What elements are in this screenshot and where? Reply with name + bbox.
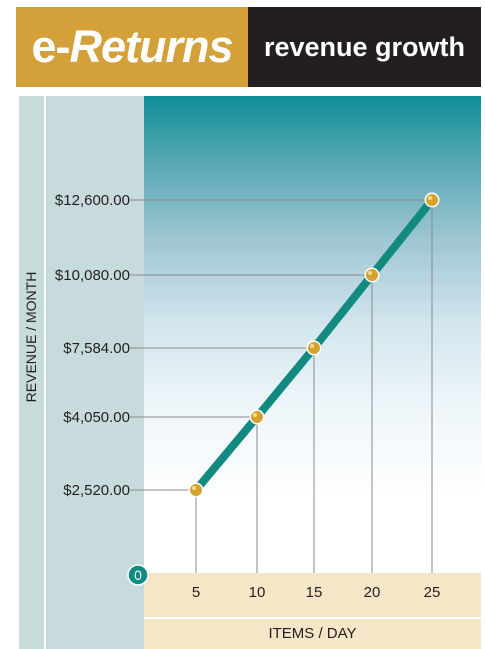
x-tick-label: 25 bbox=[424, 584, 441, 601]
data-point-dot bbox=[366, 269, 378, 281]
data-point-highlight bbox=[192, 486, 196, 490]
data-point bbox=[364, 267, 380, 283]
brand-prefix: e- bbox=[31, 21, 70, 72]
panel-edge bbox=[16, 96, 19, 649]
origin-marker: 0 bbox=[127, 564, 149, 586]
y-tick-label: $12,600.00 bbox=[55, 192, 130, 209]
brand-name: Returns bbox=[69, 21, 233, 72]
data-point-dot bbox=[190, 484, 202, 496]
data-point-highlight bbox=[253, 413, 257, 417]
data-point-dot bbox=[251, 411, 263, 423]
data-point-highlight bbox=[310, 344, 314, 348]
x-tick-label: 15 bbox=[306, 584, 323, 601]
y-tick-label: $2,520.00 bbox=[63, 482, 130, 499]
x-title-strip bbox=[144, 619, 481, 649]
data-point-highlight bbox=[428, 196, 432, 200]
title-gap bbox=[16, 87, 481, 96]
x-tick-label: 5 bbox=[192, 584, 200, 601]
y-tick-label: $10,080.00 bbox=[55, 267, 130, 284]
x-tick-label: 10 bbox=[249, 584, 266, 601]
data-point bbox=[306, 340, 322, 356]
data-point-highlight bbox=[368, 271, 372, 275]
data-point bbox=[249, 409, 265, 425]
origin-circle bbox=[127, 564, 149, 586]
y-axis-panel bbox=[16, 96, 144, 649]
origin-label: 0 bbox=[134, 567, 142, 583]
data-point bbox=[424, 192, 440, 208]
y-tick-label: $4,050.00 bbox=[63, 409, 130, 426]
x-axis-title: ITEMS / DAY bbox=[268, 625, 357, 642]
brand-title: e- Returns bbox=[16, 7, 248, 87]
data-markers bbox=[188, 192, 440, 498]
chart-frame: e- Returns revenue growth REVENUE / MONTH… bbox=[16, 7, 481, 649]
data-point-dot bbox=[426, 194, 438, 206]
y-tick-label: $7,584.00 bbox=[63, 340, 130, 357]
grid-lines bbox=[130, 199, 433, 573]
data-point bbox=[188, 482, 204, 498]
panel-divider bbox=[44, 96, 46, 649]
tick-labels: $2,520.00 $4,050.00 $7,584.00 $10,080.00 $12… bbox=[55, 192, 440, 601]
data-point-dot bbox=[308, 342, 320, 354]
chart-title: revenue growth bbox=[248, 7, 481, 87]
x-tick-label: 20 bbox=[364, 584, 381, 601]
line-chart: $2,520.00 $4,050.00 $7,584.00 $10,080.00 $12… bbox=[55, 192, 440, 601]
x-axis-strip bbox=[144, 573, 481, 617]
